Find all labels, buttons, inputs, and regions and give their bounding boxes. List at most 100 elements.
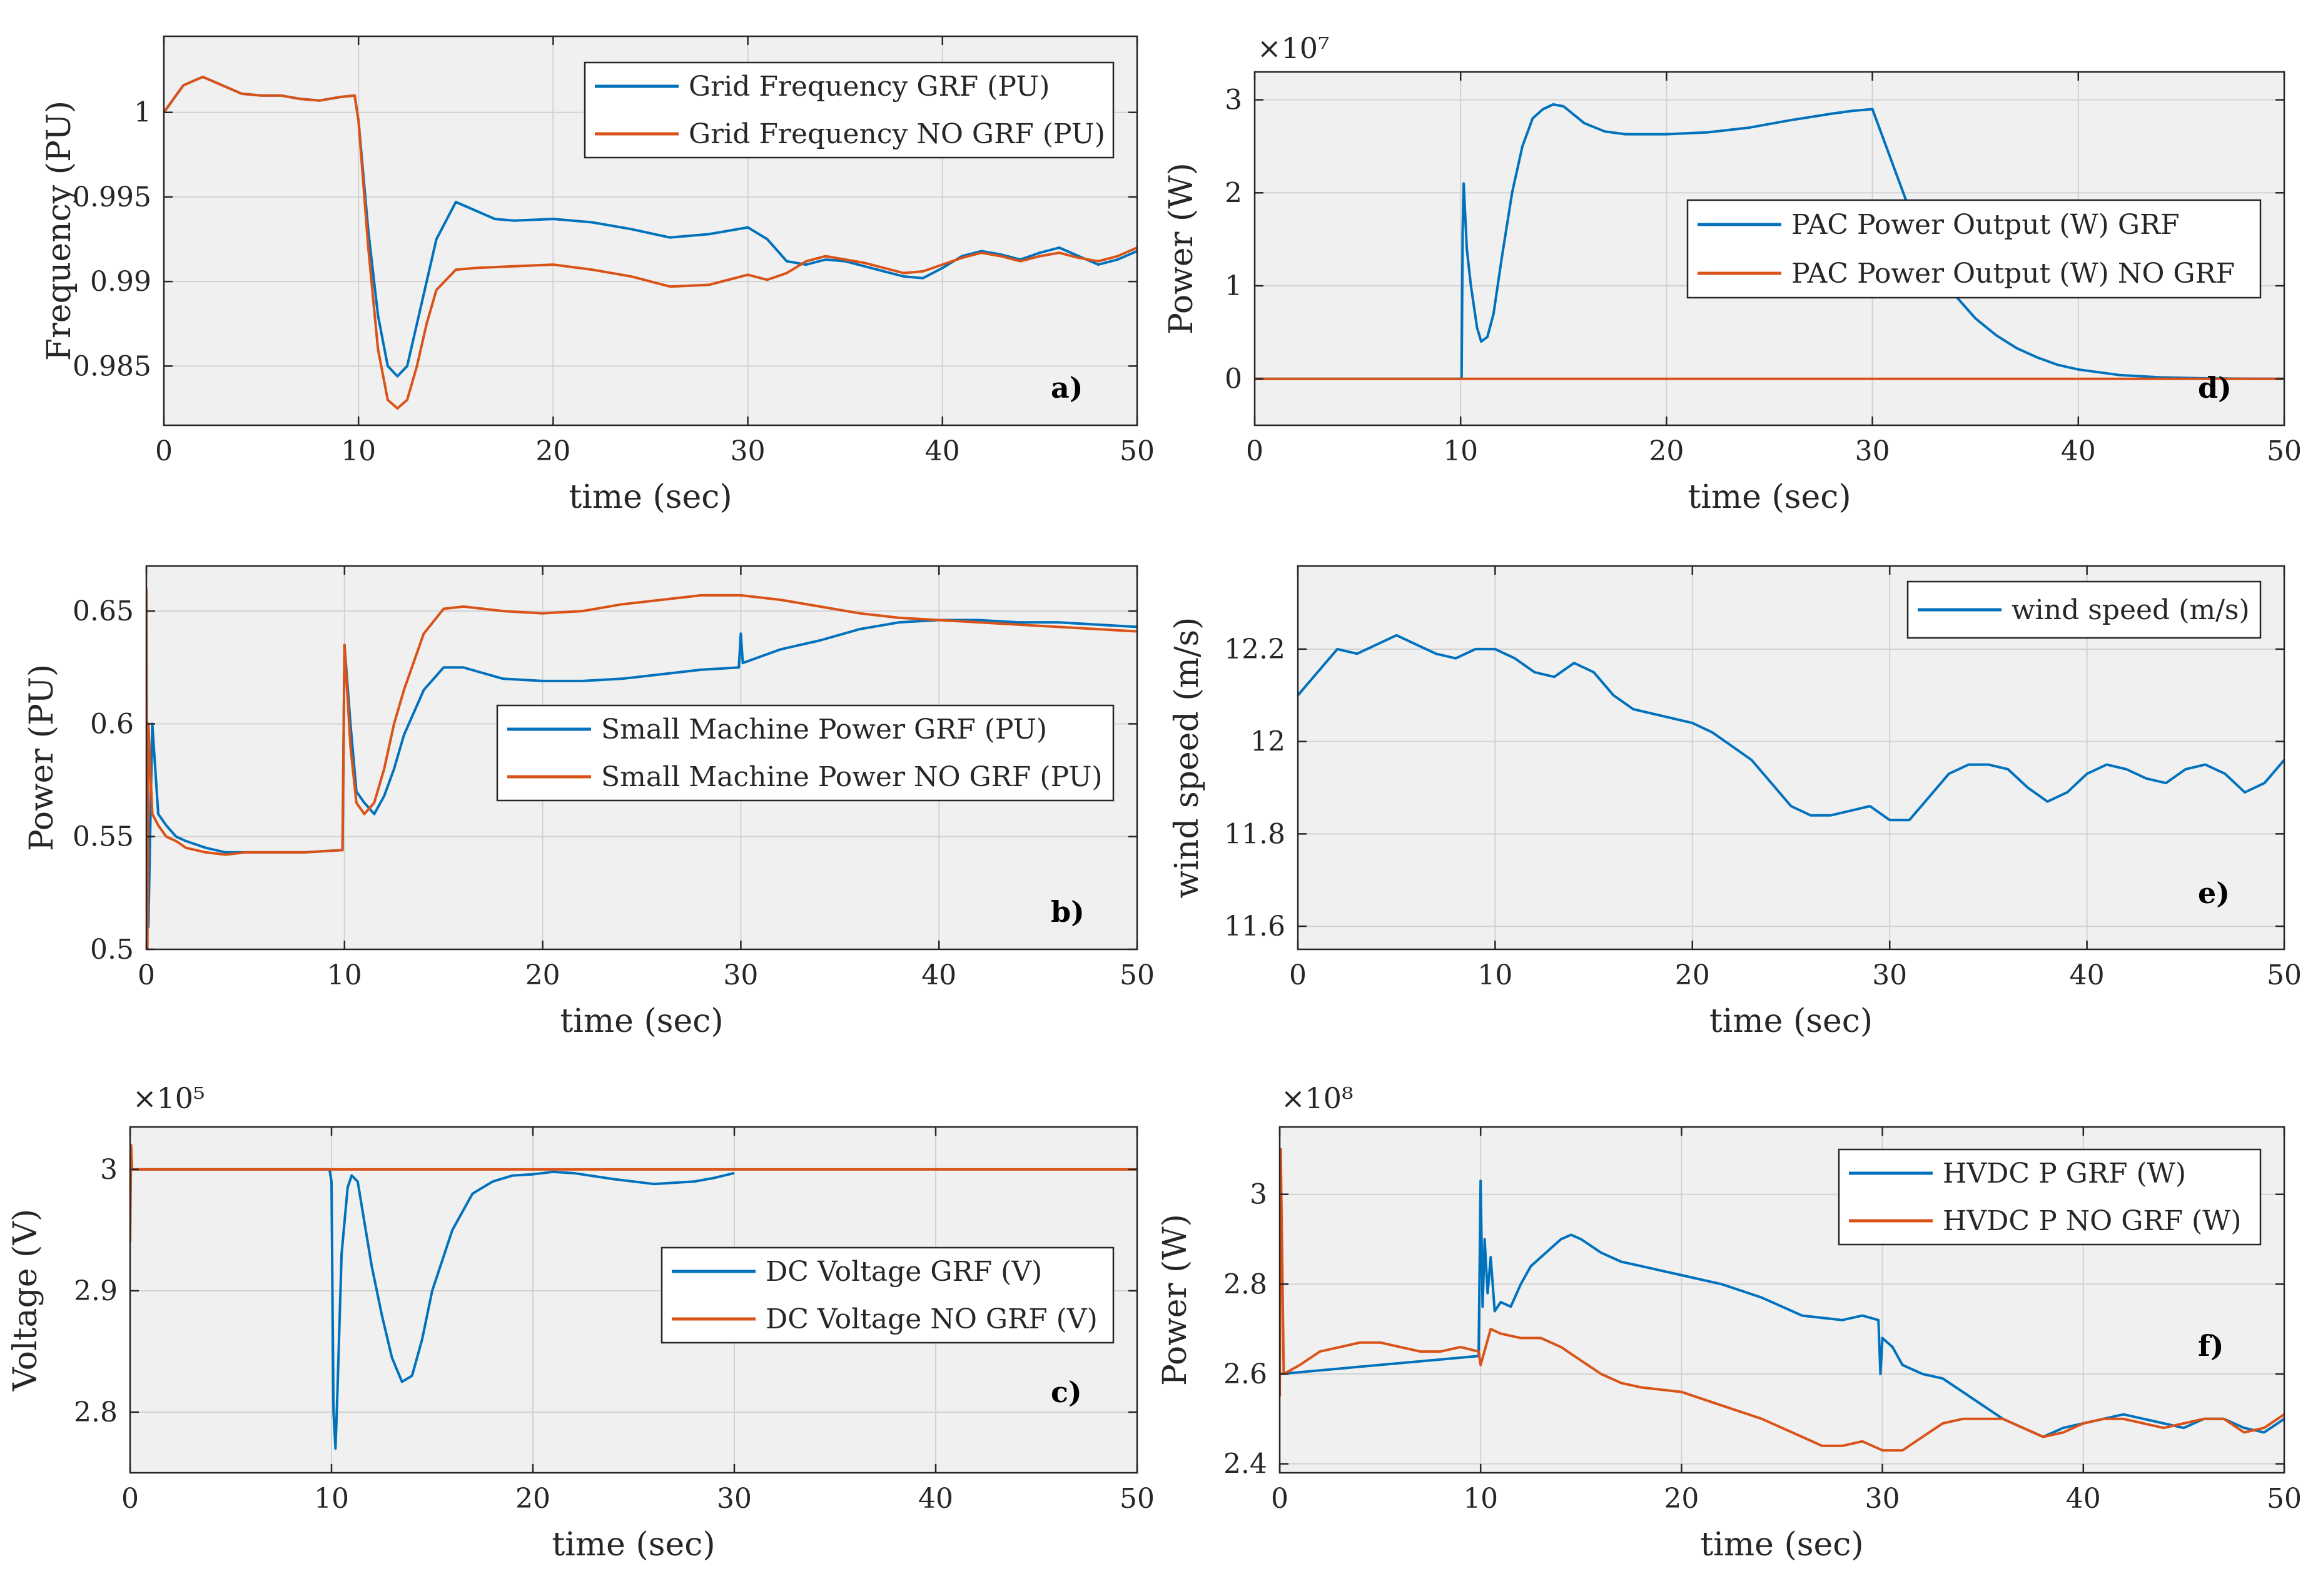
x-tick-label: 40: [2066, 1483, 2101, 1515]
x-tick-label: 20: [1664, 1483, 1699, 1515]
x-tick-label: 20: [1649, 435, 1684, 467]
axes-box: [1297, 565, 2285, 951]
legend-box: [496, 704, 1115, 802]
x-tick-label: 20: [1675, 959, 1710, 991]
y-tick-label: 0.985: [73, 350, 151, 382]
x-axis-title: time (sec): [552, 1526, 715, 1563]
x-axis-title: time (sec): [1700, 1526, 1863, 1563]
y-tick-label: 1: [1225, 270, 1242, 302]
series-line-no-grf: [146, 588, 1137, 949]
legend-entry: Small Machine Power NO GRF (PU): [601, 761, 1103, 793]
y-axis-title: Power (W): [1156, 1214, 1194, 1386]
series-line-no-grf: [1280, 1148, 2284, 1452]
x-tick-label: 30: [717, 1483, 752, 1515]
x-tick-label: 30: [1872, 959, 1907, 991]
y-tick-label: 2.9: [74, 1275, 118, 1307]
axis-exponent-label: ×10⁵: [133, 1081, 205, 1115]
x-tick-label: 20: [525, 959, 560, 991]
ticks: [145, 566, 1138, 951]
x-tick-label: 50: [1120, 959, 1155, 991]
axes-box: [1253, 71, 2285, 427]
x-tick-label: 30: [1865, 1483, 1900, 1515]
x-tick-label: 40: [925, 435, 960, 467]
x-tick-label: 0: [1271, 1483, 1288, 1515]
panel-b: 0 10 20 30 40 50 0.5 0.55 0.6 0.65 time (sec) Power…: [23, 565, 1155, 1040]
series-line-grf: [146, 619, 1137, 928]
legend-box: [660, 1246, 1115, 1344]
y-tick-label: 11.6: [1224, 911, 1285, 942]
series-group: [1298, 634, 2284, 822]
series-line-grf: [1280, 1179, 2284, 1438]
series-group: [1255, 103, 2284, 380]
legend: PAC Power Output (W) GRF PAC Power Output…: [1686, 199, 2262, 299]
panel-label: c): [1051, 1375, 1082, 1409]
y-tick-label: 3: [1250, 1179, 1267, 1211]
x-tick-label: 40: [921, 959, 956, 991]
x-tick-label: 40: [2070, 959, 2105, 991]
legend: wind speed (m/s): [1906, 580, 2262, 639]
y-tick-label: 0.55: [73, 821, 134, 853]
y-axis-title: Voltage (V): [7, 1209, 44, 1391]
series-line-grf: [1255, 103, 2284, 380]
x-tick-label: 40: [918, 1483, 953, 1515]
legend-entry: HVDC P NO GRF (W): [1943, 1205, 2242, 1237]
legend-entry: PAC Power Output (W) NO GRF: [1791, 258, 2235, 290]
legend-entry: Small Machine Power GRF (PU): [601, 714, 1047, 745]
x-tick-label: 30: [1855, 435, 1890, 467]
y-tick-label: 0.6: [90, 708, 134, 740]
legend: DC Voltage GRF (V) DC Voltage NO GRF (V): [660, 1246, 1115, 1344]
ticks: [163, 36, 1138, 425]
series-line-grf: [130, 1168, 735, 1450]
y-tick-label: 2: [1225, 177, 1242, 209]
legend-box: [1686, 199, 2262, 299]
x-tick-label: 10: [1443, 435, 1478, 467]
y-tick-label: 11.8: [1224, 818, 1285, 850]
series-group: [1280, 1148, 2284, 1452]
panel-label: d): [2198, 371, 2232, 405]
x-axis-title: time (sec): [1709, 1003, 1873, 1040]
x-axis-title: time (sec): [569, 478, 732, 516]
x-tick-label: 10: [1463, 1483, 1498, 1515]
panel-a: 0 10 20 30 40 50 0.985 0.99 0.995 1 time (sec) Freq…: [41, 35, 1155, 516]
series-line-grf: [1298, 634, 2284, 822]
panel-d: 0 10 20 30 40 50 0 1 2 3 time (sec) Power (W) ×10⁷ PA…: [1163, 31, 2302, 516]
legend-entry: DC Voltage GRF (V): [766, 1256, 1042, 1288]
y-tick-label: 0.995: [73, 181, 151, 213]
x-tick-label: 10: [314, 1483, 349, 1515]
panel-e: 0 10 20 30 40 50 11.6 11.8 12 12.2 time (sec) wind …: [1168, 565, 2302, 1040]
y-tick-label: 2.4: [1223, 1448, 1267, 1480]
x-tick-label: 0: [1289, 959, 1307, 991]
x-tick-label: 0: [121, 1483, 139, 1515]
panel-label: e): [2198, 876, 2230, 910]
y-tick-label: 0.99: [90, 266, 151, 298]
legend: Grid Frequency GRF (PU) Grid Frequency NO…: [584, 61, 1115, 159]
legend-entry: PAC Power Output (W) GRF: [1791, 209, 2180, 241]
axis-exponent-label: ×10⁷: [1257, 31, 1330, 65]
legend-entry: Grid Frequency NO GRF (PU): [689, 118, 1105, 150]
y-tick-label: 0.5: [90, 934, 134, 966]
axes-box: [145, 565, 1138, 951]
axes-box: [129, 1126, 1138, 1474]
panel-label: a): [1051, 371, 1083, 405]
series-line-no-grf: [164, 75, 1137, 410]
x-tick-label: 0: [138, 959, 155, 991]
x-tick-label: 0: [1246, 435, 1263, 467]
x-tick-label: 50: [2267, 959, 2302, 991]
ticks: [1297, 566, 2285, 949]
y-axis-title: wind speed (m/s): [1168, 617, 1206, 899]
y-tick-label: 3: [1225, 84, 1242, 116]
axes-box: [1278, 1126, 2285, 1474]
y-tick-label: 0.65: [73, 595, 134, 627]
panel-c: 0 10 20 30 40 50 2.8 2.9 3 time (sec) Voltage (V) ×…: [7, 1081, 1155, 1563]
series-group: [146, 588, 1137, 949]
panel-label: f): [2198, 1329, 2224, 1363]
y-axis-title: Power (PU): [23, 664, 61, 851]
ticks: [1253, 72, 2285, 425]
x-tick-label: 0: [155, 435, 173, 467]
y-axis-title: Power (W): [1163, 163, 1200, 335]
ticks: [129, 1127, 1138, 1473]
y-tick-label: 1: [134, 97, 151, 129]
axis-exponent-label: ×10⁸: [1281, 1081, 1354, 1115]
x-tick-label: 50: [2267, 1483, 2302, 1515]
